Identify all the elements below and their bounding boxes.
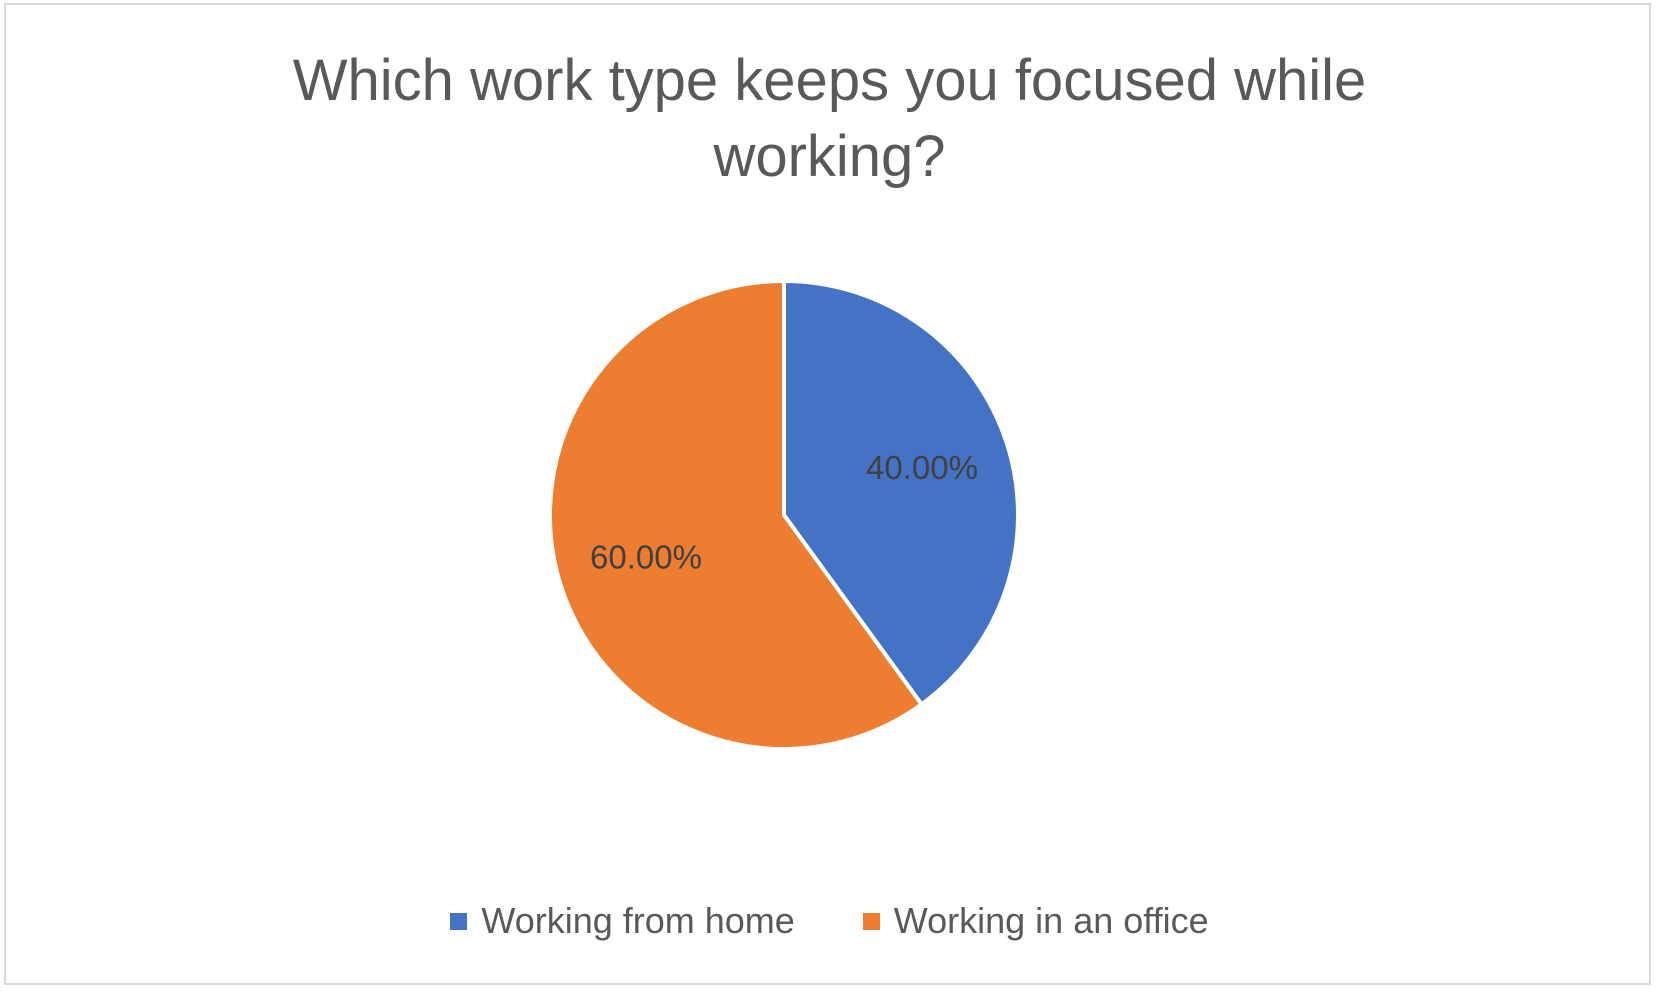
pie-slice-working-in-an-office — [548, 279, 924, 751]
chart-title: Which work type keeps you focused while … — [6, 43, 1653, 195]
pie-slices — [548, 279, 1020, 751]
chart-title-text: Which work type keeps you focused while … — [292, 48, 1367, 189]
chart-legend: Working from home Working in an office — [6, 900, 1653, 942]
legend-item-working-from-home: Working from home — [450, 900, 795, 942]
legend-item-working-in-an-office: Working in an office — [862, 900, 1209, 942]
legend-swatch-working-in-an-office — [862, 912, 880, 930]
data-label-working-in-an-office: 60.00% — [590, 539, 702, 576]
legend-label-working-from-home: Working from home — [481, 900, 795, 941]
data-label-working-from-home: 40.00% — [866, 449, 978, 486]
pie-slice-working-from-home — [782, 279, 1020, 707]
chart-area: Which work type keeps you focused while … — [4, 3, 1651, 985]
legend-swatch-working-from-home — [450, 912, 468, 930]
legend-label-working-in-an-office: Working in an office — [893, 900, 1209, 941]
pie-data-labels: 40.00% 60.00% — [590, 449, 978, 576]
pie-plot: 40.00% 60.00% — [548, 279, 1020, 751]
